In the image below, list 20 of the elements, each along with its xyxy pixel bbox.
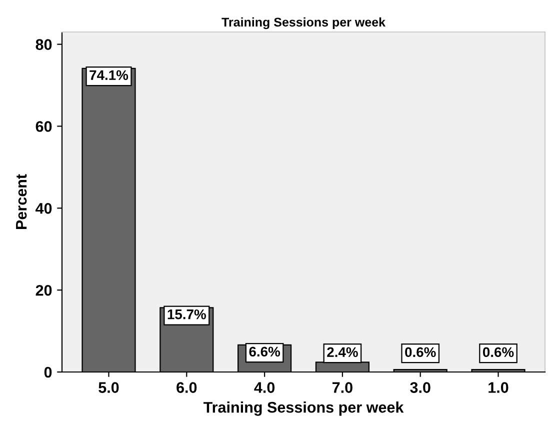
x-tick-label: 1.0 xyxy=(488,382,508,393)
data-label: 74.1% xyxy=(90,70,128,80)
data-label: 0.6% xyxy=(482,347,514,358)
x-tick-label: 4.0 xyxy=(254,382,275,393)
y-tick-label: 60 xyxy=(36,121,52,132)
y-axis-title: Percent xyxy=(16,174,27,229)
x-tick-label: 5.0 xyxy=(98,382,119,393)
y-tick-label: 80 xyxy=(36,39,52,50)
y-tick-label: 20 xyxy=(36,284,52,296)
x-tick-label: 7.0 xyxy=(332,382,352,393)
data-label: 0.6% xyxy=(405,347,436,358)
x-axis-title: Training Sessions per week xyxy=(203,402,404,416)
x-tick-label: 6.0 xyxy=(176,382,197,393)
y-tick-label: 0 xyxy=(44,366,52,378)
data-label: 2.4% xyxy=(327,347,358,358)
data-label: 15.7% xyxy=(168,309,206,320)
y-tick-label: 40 xyxy=(36,203,52,214)
x-tick-label: 3.0 xyxy=(410,382,430,393)
chart-title: Training Sessions per week xyxy=(222,17,386,30)
data-label: 6.6% xyxy=(249,346,280,357)
